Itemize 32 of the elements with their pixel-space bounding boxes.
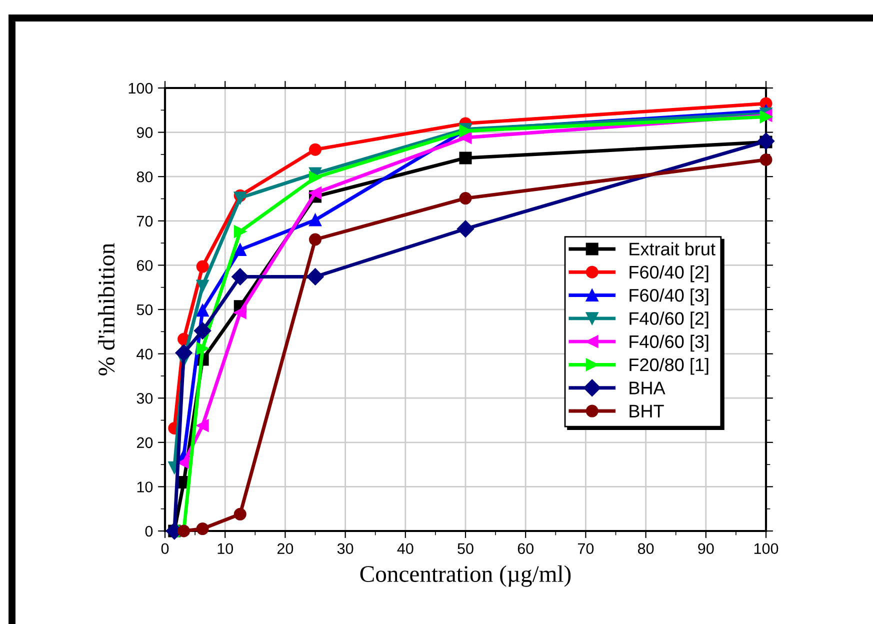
x-tick-label: 100 [754,543,778,554]
legend-label: F60/40 [2] [630,265,708,282]
x-tick-label: 10 [218,543,233,554]
x-tick-label: 60 [518,543,534,554]
x-tick-label: 90 [698,543,714,554]
x-axis-title: Concentration (µg/ml) [360,565,571,587]
legend-label: F60/40 [3] [630,288,708,306]
legend-label: BHA [630,382,666,394]
x-tick-label: 40 [397,543,414,554]
legend-label: F20/80 [1] [630,358,708,375]
y-tick-label: 50 [136,304,153,316]
legend-label: F40/60 [2] [630,312,708,328]
y-tick-label: 10 [137,482,153,492]
y-tick-label: 70 [136,216,153,227]
y-tick-label: 20 [136,437,153,448]
x-tick-label: 30 [337,543,354,554]
y-tick-label: 60 [136,260,153,271]
x-tick-label: 20 [277,543,294,554]
legend-label: Extrait brut [630,242,716,256]
y-tick-label: 90 [136,127,153,138]
y-axis-title: % d'inhibition [98,243,115,376]
x-tick-label: 70 [578,543,594,554]
x-tick-label: 50 [458,543,474,554]
legend-label: F40/60 [3] [630,334,708,352]
x-tick-label: 0 [161,543,169,554]
y-tick-label: 40 [136,348,153,360]
y-tick-label: 100 [128,82,153,94]
y-tick-label: 30 [136,392,153,404]
legend-label: BHT [630,404,664,418]
y-tick-label: 0 [145,526,153,537]
x-tick-label: 80 [638,543,654,554]
y-tick-label: 80 [136,171,153,182]
